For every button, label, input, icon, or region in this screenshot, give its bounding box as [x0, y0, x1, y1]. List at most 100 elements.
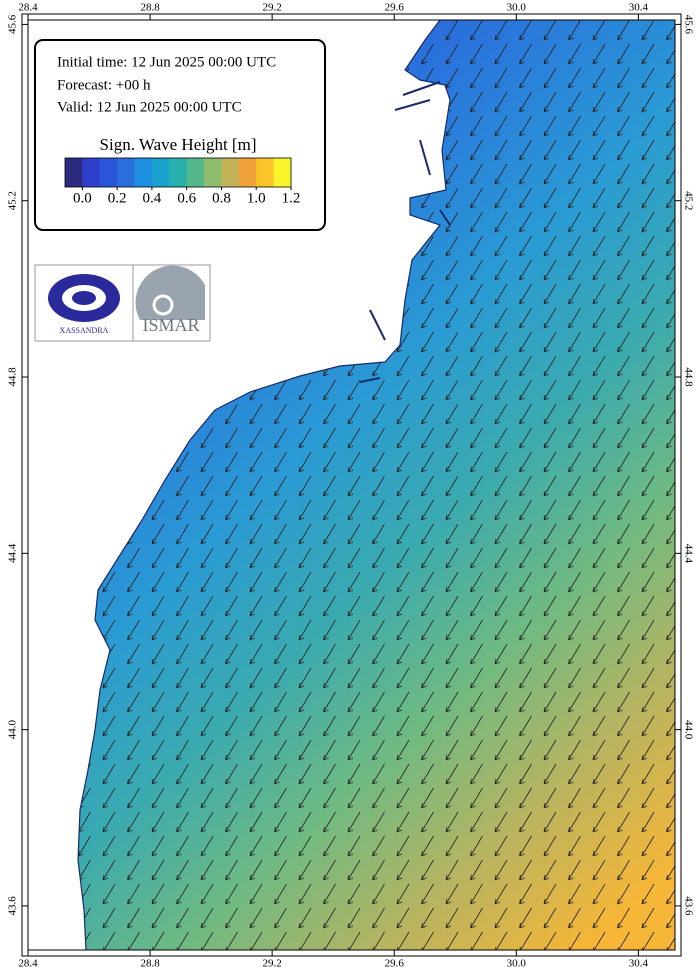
- wave-arrow: [641, 619, 655, 641]
- initial-time: Initial time: 12 Jun 2025 00:00 UTC: [57, 54, 276, 70]
- wave-arrow: [617, 547, 630, 569]
- wave-arrow: [249, 619, 263, 641]
- wave-arrow: [200, 475, 214, 497]
- wave-arrow: [494, 643, 508, 665]
- wave-arrow: [78, 667, 91, 689]
- wave-arrow: [421, 715, 434, 737]
- wave-arrow: [617, 787, 630, 809]
- x-tick-label: 28.4: [18, 958, 38, 970]
- wave-arrow: [666, 283, 675, 305]
- wave-arrow: [568, 667, 581, 689]
- wave-arrow: [200, 619, 214, 641]
- wave-arrow: [347, 907, 361, 929]
- colorbar-swatch: [273, 158, 292, 187]
- wave-arrow: [543, 211, 557, 233]
- wave-arrow: [592, 499, 606, 521]
- wave-arrow: [470, 835, 483, 857]
- wave-arrow: [519, 139, 532, 161]
- wave-arrow: [274, 835, 287, 857]
- wave-arrow: [396, 355, 410, 377]
- wave-arrow: [249, 259, 263, 281]
- wave-arrow: [568, 67, 581, 89]
- wave-arrow: [568, 523, 581, 545]
- valid-time: Valid: 12 Jun 2025 00:00 UTC: [57, 99, 242, 115]
- wave-arrow: [494, 307, 508, 329]
- wave-arrow: [519, 331, 532, 353]
- coastline: [77, 19, 451, 951]
- wave-arrow: [127, 427, 140, 449]
- wave-arrow: [347, 835, 361, 857]
- wave-arrow: [151, 619, 165, 641]
- wave-arrow: [151, 859, 165, 881]
- wave-arrow: [592, 307, 606, 329]
- wave-arrow: [641, 211, 655, 233]
- wave-arrow: [519, 883, 532, 905]
- wave-arrow: [54, 716, 66, 736]
- wave-arrow: [200, 20, 214, 41]
- wave-arrow: [200, 715, 214, 737]
- wave-arrow: [543, 43, 557, 65]
- wave-arrow: [592, 859, 606, 881]
- wave-arrow: [102, 811, 116, 833]
- wave-arrow: [102, 427, 116, 449]
- wave-arrow: [127, 667, 140, 689]
- wave-arrow: [372, 667, 385, 689]
- wave-arrow: [102, 835, 116, 857]
- wave-arrow: [568, 595, 581, 617]
- wave-arrow: [372, 835, 385, 857]
- colorbar-swatch: [186, 158, 205, 187]
- wave-arrow: [470, 763, 483, 785]
- wave-arrow: [592, 907, 606, 929]
- wave-arrow: [396, 259, 410, 281]
- wave-arrow: [347, 211, 361, 233]
- wave-arrow: [666, 523, 675, 545]
- wave-arrow: [666, 379, 675, 401]
- colorbar: 0.0 0.2 0.4 0.6 0.8 1.0 1.2: [64, 157, 300, 206]
- wave-arrow: [151, 499, 165, 521]
- wave-arrow: [592, 115, 606, 137]
- wave-arrow: [519, 379, 532, 401]
- wave-arrow: [225, 595, 238, 617]
- wave-arrow: [249, 235, 263, 257]
- wave-arrow: [323, 859, 336, 881]
- wave-arrow: [127, 643, 140, 665]
- wave-arrow: [617, 739, 630, 761]
- wave-arrow: [445, 787, 459, 809]
- wave-arrow: [176, 451, 189, 473]
- wave-arrow: [421, 43, 434, 65]
- wave-arrow: [470, 571, 483, 593]
- y-tick-label: 45.6: [682, 15, 694, 35]
- wave-arrow: [445, 235, 459, 257]
- wave-arrow: [445, 715, 459, 737]
- wave-arrow: [347, 571, 361, 593]
- sea-field: [78, 20, 675, 950]
- wave-arrow: [151, 787, 165, 809]
- wave-arrow: [347, 595, 361, 617]
- wave-arrow: [372, 739, 385, 761]
- wave-arrow: [372, 499, 385, 521]
- wave-arrow: [568, 643, 581, 665]
- wave-arrow: [372, 787, 385, 809]
- wave-arrow: [641, 307, 655, 329]
- wave-arrow: [494, 739, 508, 761]
- wave-arrow: [592, 691, 606, 713]
- wave-arrow: [470, 475, 483, 497]
- wave-arrow: [445, 139, 459, 161]
- wave-arrow: [568, 691, 581, 713]
- wave-arrow: [225, 667, 238, 689]
- wave-arrow: [617, 163, 630, 185]
- wave-arrow: [470, 67, 483, 89]
- wave-arrow: [568, 139, 581, 161]
- wave-arrow: [127, 235, 140, 257]
- wave-arrow: [298, 20, 312, 41]
- wave-arrow: [592, 259, 606, 281]
- wave-arrow: [568, 91, 581, 113]
- wave-arrow: [347, 739, 361, 761]
- wave-arrow: [200, 595, 214, 617]
- wave-arrow: [396, 595, 410, 617]
- wave-arrow: [78, 403, 91, 425]
- wave-arrow: [519, 835, 532, 857]
- wave-arrow: [78, 715, 91, 737]
- wave-arrow: [445, 259, 459, 281]
- wave-arrow: [641, 475, 655, 497]
